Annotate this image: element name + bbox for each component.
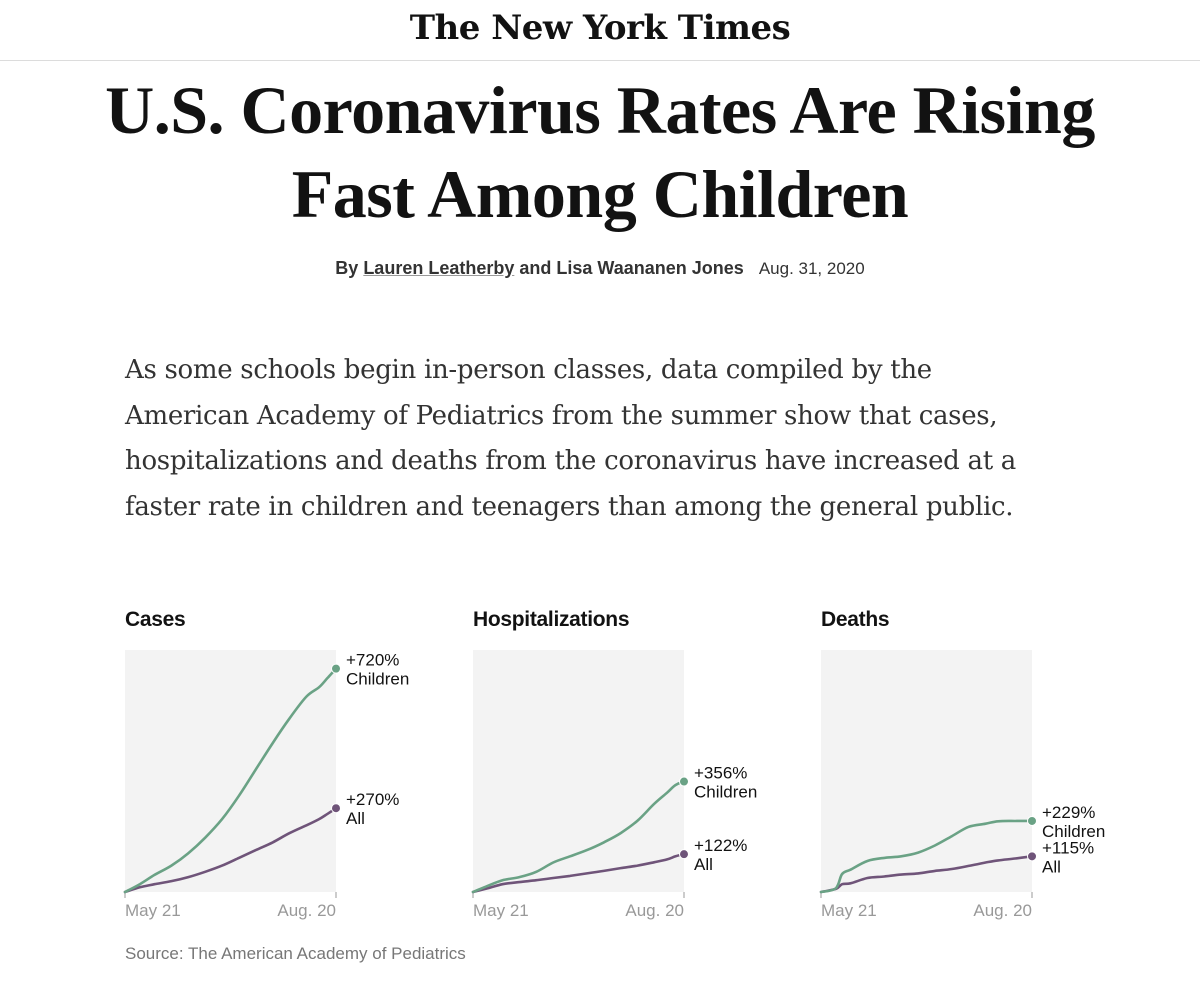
plot-background [821,650,1032,892]
series-line-all [819,855,1034,894]
series-line-all [123,806,338,894]
series-label-children: Children [694,783,757,802]
end-point-children [679,776,689,787]
chart-panel-hospitalizations: Hospitalizations May 21 Aug. 20 +122% All +3… [471,608,803,928]
chart-title-cases: Cases [125,608,186,631]
series-label-children: Children [346,670,409,689]
x-tick-label-end: Aug. 20 [625,901,684,920]
x-tick-label-end: Aug. 20 [277,901,336,920]
data-label-children: +229% [1042,803,1095,822]
plot-background [125,650,336,892]
chart-deaths: May 21 Aug. 20 +115%All +229%Children [819,650,1105,920]
author-lisa-waananen-jones: Lisa Waananen Jones [556,258,744,278]
x-tick-label-end: Aug. 20 [973,901,1032,920]
data-label-all: +270% [346,790,399,809]
x-tick-label-start: May 21 [473,901,529,920]
end-point-children [1027,815,1037,826]
headline: U.S. Coronavirus Rates Are Rising Fast A… [105,72,1095,232]
data-label-children: +720% [346,651,399,670]
series-label-all: All [346,809,365,828]
byline-conjunction: and [519,258,552,278]
end-point-all [679,849,689,860]
chart-title-hospitalizations: Hospitalizations [473,608,630,631]
chart-panel-deaths: Deaths May 21 Aug. 20 +115% All +229% Childre… [819,608,1151,928]
data-label-all: +122% [694,836,747,855]
chart-cases: May 21 Aug. 20 +270%All +720%Children [123,650,409,920]
chart-panel-cases: Cases May 21 Aug. 20 +270% All +720% Children [123,608,455,928]
series-label-all: All [694,855,713,874]
series-line-children [471,780,686,894]
nyt-logo[interactable]: The New York Times [409,8,791,48]
series-line-all [471,852,686,894]
data-label-all: +115% [1042,838,1094,857]
chart-hospitalizations: May 21 Aug. 20 +122%All +356%Children [471,650,757,920]
lede-paragraph: As some schools begin in-person classes,… [125,355,1017,522]
x-tick-label-start: May 21 [125,901,181,920]
x-tick-label-start: May 21 [821,901,877,920]
masthead: The New York Times [0,0,1200,61]
end-point-children [331,663,341,674]
series-label-children: Children [1042,822,1105,841]
series-line-children [123,667,338,894]
source-note: Source: The American Academy of Pediatri… [125,944,466,963]
chart-title-deaths: Deaths [821,608,890,631]
byline-prefix: By [335,258,359,278]
series-line-children [819,819,1034,894]
author-link-lauren-leatherby[interactable]: Lauren Leatherby [363,258,515,278]
plot-background [473,650,684,892]
byline: By Lauren Leatherby and Lisa Waananen Jo… [0,258,1200,279]
end-point-all [1027,851,1037,862]
end-point-all [331,803,341,814]
series-label-all: All [1042,857,1061,876]
publish-date: Aug. 31, 2020 [758,259,865,278]
data-label-children: +356% [694,764,747,783]
